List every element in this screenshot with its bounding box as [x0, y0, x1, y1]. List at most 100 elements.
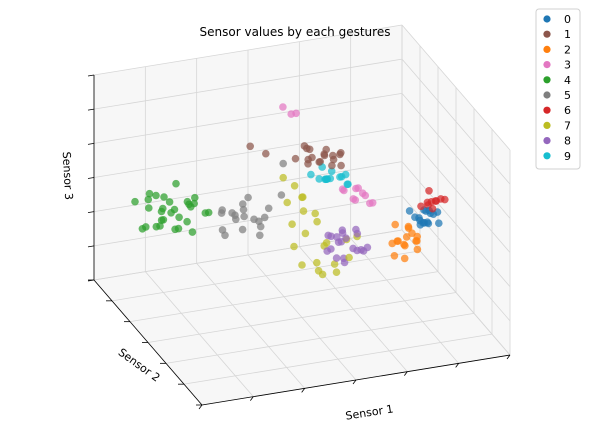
data-point-gesture-4 [190, 199, 198, 208]
z-tick [87, 142, 95, 145]
x-tick [198, 404, 203, 410]
data-point-gesture-9 [315, 175, 324, 183]
data-point-gesture-7 [298, 261, 306, 269]
data-point-gesture-8 [359, 247, 368, 255]
data-point-gesture-4 [159, 204, 167, 213]
data-point-gesture-1 [304, 155, 313, 164]
legend-marker [543, 91, 551, 99]
data-point-gesture-5 [217, 209, 226, 217]
data-point-gesture-0 [405, 207, 414, 215]
data-point-gesture-0 [424, 219, 433, 228]
data-point-gesture-7 [311, 209, 320, 218]
data-point-gesture-8 [349, 244, 357, 253]
data-point-gesture-2 [402, 233, 411, 241]
x-tick [352, 379, 357, 385]
data-point-gesture-5 [239, 200, 247, 208]
data-point-gesture-5 [250, 215, 258, 224]
x-tick [404, 371, 408, 376]
data-point-gesture-8 [324, 231, 333, 240]
data-point-gesture-7 [290, 242, 298, 251]
data-point-gesture-7 [290, 182, 299, 190]
data-point-gesture-9 [341, 170, 350, 179]
data-point-gesture-2 [400, 240, 408, 249]
data-points [131, 103, 449, 279]
data-point-gesture-3 [349, 195, 358, 203]
data-point-gesture-8 [353, 229, 362, 238]
data-point-gesture-4 [175, 213, 183, 222]
legend-entry-label: 3 [564, 59, 571, 72]
data-point-gesture-7 [298, 193, 306, 202]
data-point-gesture-3 [366, 199, 374, 208]
data-point-gesture-1 [291, 154, 300, 163]
data-point-gesture-7 [299, 207, 308, 215]
legend-entry-label: 6 [564, 104, 571, 117]
legend-marker [543, 45, 551, 54]
data-point-gesture-4 [152, 222, 161, 231]
data-point-gesture-7 [283, 198, 292, 207]
x-axis-label: Sensor 1 [345, 402, 395, 422]
legend-marker [543, 121, 551, 129]
data-point-gesture-5 [264, 204, 273, 213]
data-point-gesture-9 [343, 180, 352, 189]
data-point-gesture-4 [183, 217, 191, 226]
legend-marker [543, 76, 551, 84]
data-point-gesture-4 [152, 191, 160, 200]
chart-title: Sensor values by each gestures [200, 25, 391, 39]
data-point-gesture-3 [287, 110, 296, 118]
data-point-gesture-9 [336, 173, 344, 181]
z-tick [87, 211, 95, 214]
data-point-gesture-7 [288, 220, 296, 228]
data-point-gesture-3 [354, 184, 363, 192]
legend-entry-label: 2 [564, 43, 571, 56]
data-point-gesture-2 [413, 232, 422, 241]
legend-marker [543, 106, 551, 114]
data-point-gesture-4 [170, 205, 179, 214]
grid-line [93, 229, 403, 281]
data-point-gesture-9 [327, 167, 336, 176]
data-point-gesture-9 [322, 175, 331, 183]
data-point-gesture-7 [332, 268, 341, 277]
legend-entry-label: 7 [564, 119, 571, 132]
data-point-gesture-6 [423, 198, 432, 207]
data-point-gesture-2 [391, 220, 400, 229]
legend-marker [543, 15, 551, 23]
data-point-gesture-8 [323, 247, 332, 255]
data-point-gesture-5 [221, 231, 229, 240]
data-point-gesture-3 [340, 186, 348, 195]
z-tick [87, 245, 95, 248]
data-point-gesture-7 [345, 253, 353, 262]
data-point-gesture-0 [415, 214, 423, 222]
grid-line [111, 250, 421, 302]
data-point-gesture-1 [246, 142, 254, 151]
legend-entry-label: 0 [564, 13, 571, 26]
x-tick [506, 354, 511, 360]
legend-marker [543, 30, 551, 38]
z-axis-label: Sensor 3 [60, 151, 76, 200]
data-point-gesture-7 [313, 217, 321, 226]
data-point-gesture-4 [145, 189, 154, 198]
data-point-gesture-4 [204, 208, 213, 217]
data-point-gesture-4 [188, 228, 197, 236]
data-point-gesture-1 [337, 161, 345, 170]
grid-line [93, 58, 403, 110]
data-point-gesture-4 [131, 197, 139, 206]
data-point-gesture-5 [260, 213, 269, 222]
data-point-gesture-4 [145, 204, 153, 212]
grid-line [401, 24, 511, 151]
data-point-gesture-1 [303, 144, 311, 153]
grid-line [93, 24, 403, 76]
data-point-gesture-7 [322, 239, 331, 247]
data-point-gesture-7 [318, 270, 327, 279]
axis-edges [87, 74, 511, 410]
data-point-gesture-6 [437, 195, 445, 203]
data-point-gesture-7 [313, 258, 321, 267]
data-point-gesture-4 [142, 223, 150, 231]
data-point-gesture-4 [157, 216, 166, 224]
data-point-gesture-6 [417, 202, 425, 211]
data-point-gesture-1 [329, 151, 337, 160]
data-point-gesture-3 [358, 189, 367, 197]
data-point-gesture-4 [172, 179, 180, 188]
data-point-gesture-1 [336, 150, 344, 159]
